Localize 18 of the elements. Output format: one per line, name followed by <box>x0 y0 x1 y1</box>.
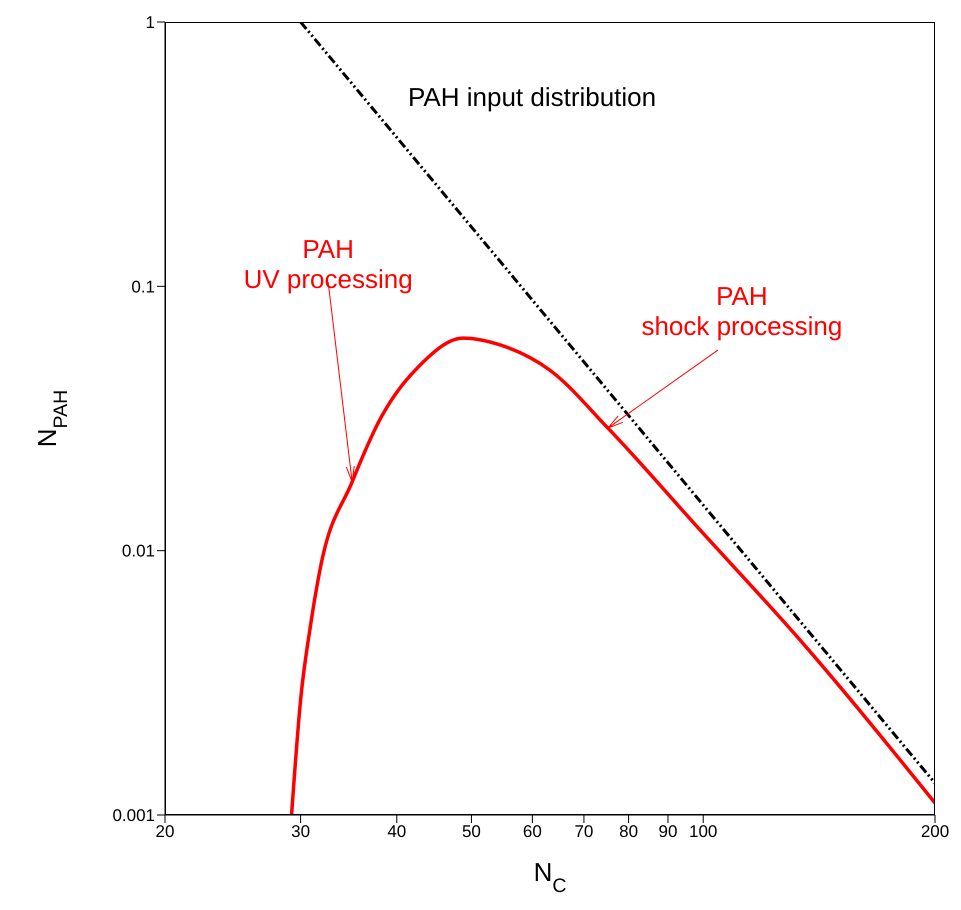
x-tick-label: 30 <box>291 822 310 842</box>
x-tick-label: 20 <box>156 822 174 842</box>
x-tick-label: 40 <box>387 822 406 842</box>
series-label: PAH input distribution <box>408 82 656 113</box>
y-tick-label: 0.01 <box>122 542 155 561</box>
y-tick-label: 0.1 <box>131 277 155 296</box>
x-tick-label: 200 <box>920 822 950 842</box>
x-tick-label: 70 <box>574 822 594 842</box>
x-tick-label: 60 <box>522 822 542 842</box>
y-tick-label: 1 <box>146 13 155 32</box>
annotation: PAH shock processing <box>641 281 842 342</box>
x-tick-label: 80 <box>619 822 638 842</box>
x-tick-label: 50 <box>462 822 481 842</box>
y-tick-label: 0.001 <box>112 806 155 826</box>
annotation: PAH UV processing <box>244 234 413 294</box>
x-tick-label: 100 <box>689 822 718 842</box>
x-axis-title: N$_{C}$ <box>534 857 566 897</box>
x-tick-label: 90 <box>658 822 678 842</box>
